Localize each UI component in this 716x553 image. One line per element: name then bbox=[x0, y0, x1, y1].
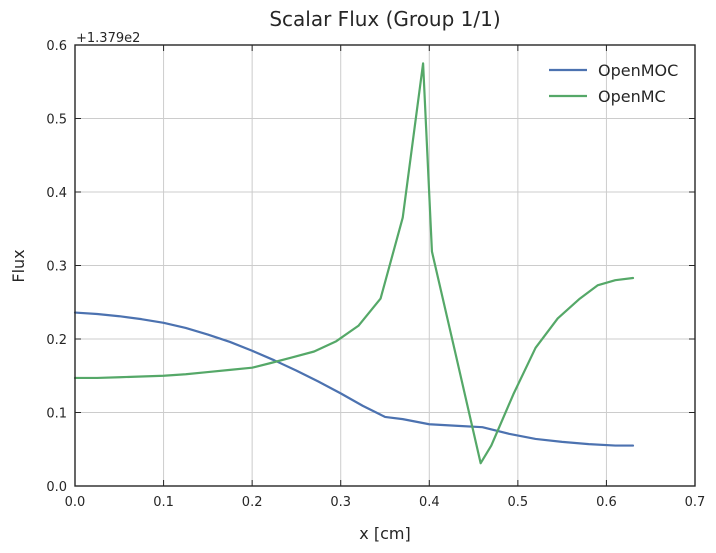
x-tick-label: 0.6 bbox=[596, 495, 617, 510]
y-tick-label: 0.5 bbox=[46, 113, 67, 128]
legend-label-openmoc: OpenMOC bbox=[598, 61, 678, 80]
tick-labels: 0.0 0.1 0.2 0.3 0.4 0.5 0.6 0.7 0.0 0.1 0.2 0.3 0.4 0… bbox=[46, 39, 705, 510]
y-axis-label: Flux bbox=[9, 249, 28, 282]
legend: OpenMOC OpenMC bbox=[549, 61, 678, 106]
x-tick-label: 0.1 bbox=[153, 495, 174, 510]
y-tick-label: 0.1 bbox=[46, 407, 67, 422]
y-offset-label: +1.379e2 bbox=[76, 31, 140, 46]
series-line-openmoc bbox=[73, 311, 635, 447]
x-tick-label: 0.4 bbox=[419, 495, 440, 510]
y-tick-label: 0.6 bbox=[46, 39, 67, 54]
series-layer bbox=[73, 62, 635, 465]
y-tick-label: 0.3 bbox=[46, 260, 67, 275]
y-tick-label: 0.2 bbox=[46, 333, 67, 348]
grid-lines bbox=[74, 44, 696, 487]
y-tick-label: 0.0 bbox=[46, 480, 67, 495]
legend-label-openmc: OpenMC bbox=[598, 87, 666, 106]
x-tick-label: 0.0 bbox=[65, 495, 86, 510]
x-tick-label: 0.2 bbox=[242, 495, 263, 510]
x-tick-label: 0.3 bbox=[330, 495, 351, 510]
chart-title: Scalar Flux (Group 1/1) bbox=[269, 7, 500, 31]
tick-marks bbox=[74, 44, 696, 487]
x-tick-label: 0.5 bbox=[508, 495, 529, 510]
x-tick-label: 0.7 bbox=[685, 495, 706, 510]
y-tick-label: 0.4 bbox=[46, 186, 67, 201]
series-line-openmc bbox=[73, 62, 635, 465]
x-axis-label: x [cm] bbox=[359, 524, 410, 543]
